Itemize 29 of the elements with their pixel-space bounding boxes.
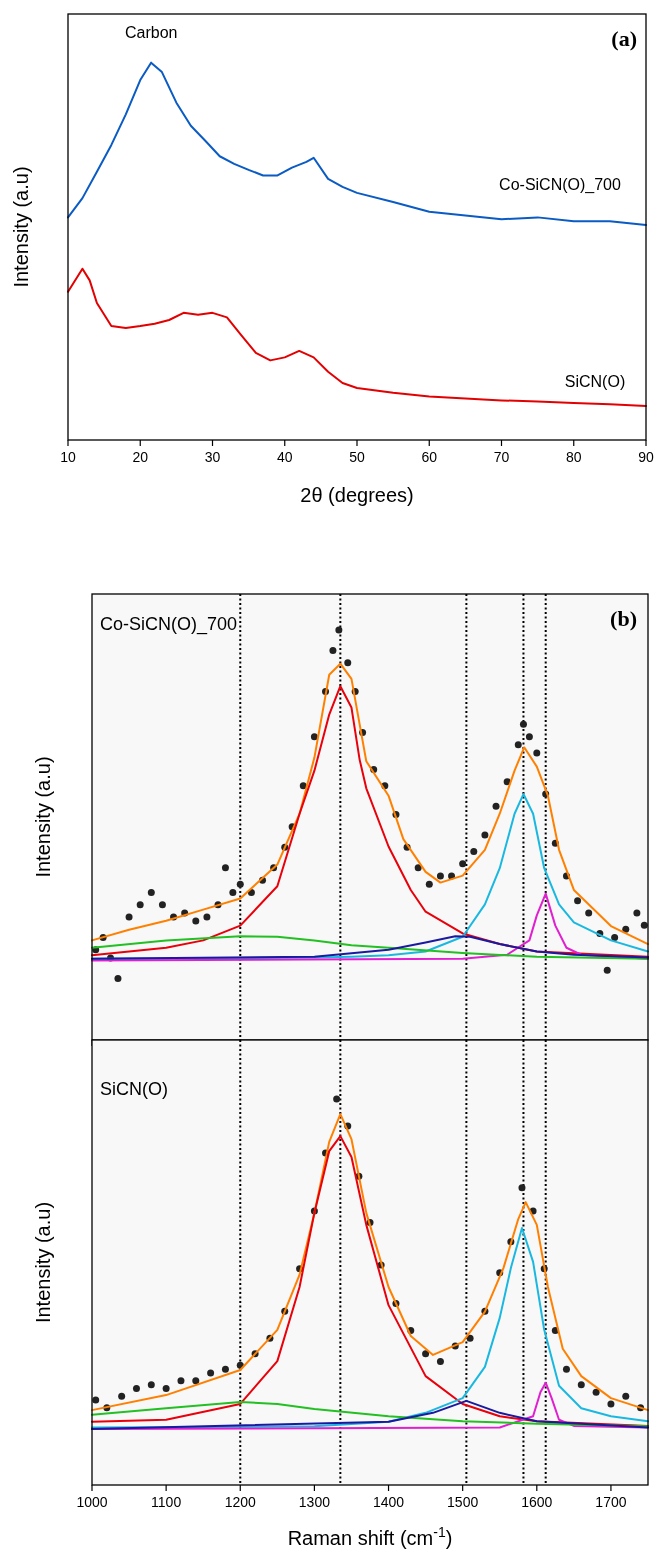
x-tick-label: 1000 — [76, 1494, 108, 1510]
x-tick-label: 80 — [565, 449, 582, 465]
text: (a) — [611, 26, 637, 51]
x-tick-label: 1300 — [298, 1494, 331, 1510]
series-label: SiCN(O) — [564, 373, 626, 390]
x-tick-label: 10 — [60, 449, 76, 465]
y-axis-title: Intensity (a.u) — [10, 166, 32, 288]
x-tick-label: 1700 — [595, 1494, 627, 1510]
x-axis-title: Raman shift (cm$^{-1}$) — [287, 1524, 453, 1549]
y-axis-title: Intensity (a.u) — [32, 1201, 54, 1324]
y-axis-title: Intensity (a.u) — [32, 756, 54, 878]
x-tick-label: 40 — [276, 449, 293, 465]
x-tick-label: 30 — [204, 449, 221, 465]
x-tick-label: 1200 — [224, 1494, 257, 1510]
x-tick-label: 70 — [493, 449, 510, 465]
x-tick-label: 1600 — [521, 1494, 553, 1510]
x-axis-title: 2θ (degrees) — [300, 484, 414, 506]
x-tick-label: 90 — [638, 449, 654, 465]
annotation: Co-SiCN(O)_700 — [100, 614, 238, 635]
x-tick-label: 1100 — [151, 1494, 182, 1510]
annotation: SiCN(O) — [100, 1079, 168, 1099]
text: Carbon — [125, 24, 178, 41]
series-label: Co-SiCN(O)_700 — [499, 176, 622, 194]
x-tick-label: 60 — [421, 449, 438, 465]
x-tick-label: 50 — [349, 449, 365, 465]
x-tick-label: 1400 — [372, 1494, 405, 1510]
x-tick-label: 1500 — [447, 1494, 479, 1510]
annotation: (b) — [610, 606, 637, 631]
x-tick-label: 20 — [132, 449, 149, 465]
